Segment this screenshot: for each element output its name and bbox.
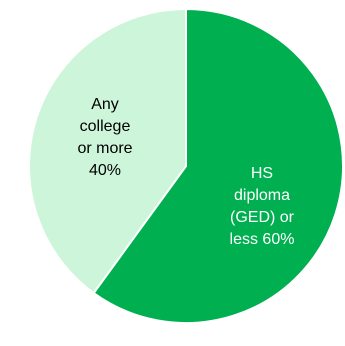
- pie-slice-0: [92, 7, 344, 324]
- pie-slice-label-1: Any college or more 40%: [77, 96, 132, 179]
- pie-slice-label-line: Any: [91, 96, 119, 113]
- pie-slice-label-line: diploma: [234, 187, 290, 204]
- pie-slice-label-line: 40%: [89, 162, 121, 179]
- pie-slice-label-line: college: [80, 118, 131, 135]
- pie-slice-label-0: HS diploma (GED) or less 60%: [230, 165, 295, 248]
- pie-slice-1: [28, 7, 187, 295]
- pie-slice-label-line: HS: [251, 165, 273, 182]
- pie-slice-label-line: or more: [77, 140, 132, 157]
- pie-slice-label-line: (GED) or: [230, 209, 295, 226]
- pie-slice-label-line: less 60%: [230, 231, 295, 248]
